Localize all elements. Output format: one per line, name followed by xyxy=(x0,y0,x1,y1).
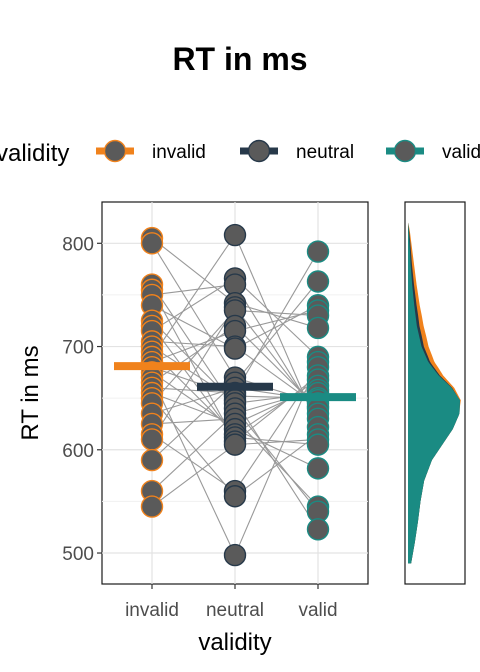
data-point-neutral xyxy=(223,433,247,456)
pair-line xyxy=(151,377,236,556)
x-tick-label: neutral xyxy=(206,600,264,621)
pair-line xyxy=(234,304,319,350)
pair-line xyxy=(151,382,236,461)
data-point-neutral xyxy=(223,273,247,296)
pair-line xyxy=(234,438,319,446)
density-panel-border xyxy=(404,201,466,585)
legend: validity invalid neutral valid xyxy=(0,139,480,167)
density-area-valid xyxy=(408,222,460,564)
pair-line xyxy=(151,340,236,348)
y-tick-label: 500 xyxy=(62,544,94,565)
data-point-invalid xyxy=(140,495,164,518)
pair-line xyxy=(234,375,319,442)
pair-line xyxy=(151,304,236,350)
pair-line xyxy=(151,366,236,397)
y-tick-label: 600 xyxy=(62,441,94,462)
legend-title: validity xyxy=(0,140,69,167)
legend-item-invalid: invalid xyxy=(96,139,206,163)
data-point-valid xyxy=(306,433,330,456)
pair-line xyxy=(151,392,236,425)
x-axis-title: validity xyxy=(198,629,271,656)
data-point-invalid xyxy=(140,232,164,255)
pair-line xyxy=(151,397,236,497)
pair-line xyxy=(234,309,319,317)
legend-label-invalid: invalid xyxy=(152,142,206,163)
pair-line xyxy=(234,428,319,469)
pair-line xyxy=(234,309,319,332)
data-point-valid xyxy=(306,316,330,340)
data-point-neutral xyxy=(223,223,247,247)
data-point-neutral xyxy=(223,337,247,360)
data-point-valid xyxy=(306,270,330,293)
pair-line xyxy=(151,234,236,358)
density-panel xyxy=(404,201,466,585)
x-tick-label: invalid xyxy=(125,600,179,621)
pair-line xyxy=(151,310,236,404)
legend-key-point xyxy=(247,139,271,163)
data-point-valid xyxy=(306,240,330,263)
pair-line xyxy=(151,289,236,442)
pair-line xyxy=(234,433,319,497)
data-point-neutral xyxy=(223,485,247,508)
pair-line xyxy=(234,251,319,394)
pair-line xyxy=(234,278,319,358)
pair-line xyxy=(151,444,236,508)
chart-title: RT in ms xyxy=(172,41,307,77)
main-plot-panel: 500 600 700 800 invalid neutral valid xyxy=(62,201,369,621)
legend-key-point xyxy=(393,139,417,163)
pair-line xyxy=(234,366,319,492)
y-tick-label: 800 xyxy=(62,234,94,255)
data-point-invalid xyxy=(140,428,164,451)
pair-line xyxy=(151,243,236,378)
pair-line xyxy=(151,330,236,363)
pair-line xyxy=(151,387,236,415)
pair-line xyxy=(151,413,236,492)
pair-line xyxy=(234,385,319,425)
pair-line xyxy=(151,325,236,384)
pair-line xyxy=(151,284,236,296)
pair-line xyxy=(234,418,319,507)
y-tick-label: 700 xyxy=(62,338,94,359)
pair-line xyxy=(151,237,236,304)
y-axis-title: RT in ms xyxy=(17,345,44,440)
pair-line xyxy=(151,433,236,492)
legend-label-neutral: neutral xyxy=(296,142,354,163)
x-tick-label: valid xyxy=(298,600,337,621)
data-point-valid xyxy=(306,457,330,480)
legend-key-point xyxy=(103,139,127,163)
legend-item-neutral: neutral xyxy=(240,139,354,163)
pair-line xyxy=(151,307,236,440)
data-point-valid xyxy=(306,518,330,541)
legend-item-valid: valid xyxy=(386,139,480,163)
pair-line xyxy=(234,436,319,446)
data-point-neutral xyxy=(223,543,247,567)
pair-line xyxy=(151,277,236,332)
data-point-invalid xyxy=(140,448,164,472)
pair-line xyxy=(234,281,319,384)
legend-label-valid: valid xyxy=(442,142,480,163)
